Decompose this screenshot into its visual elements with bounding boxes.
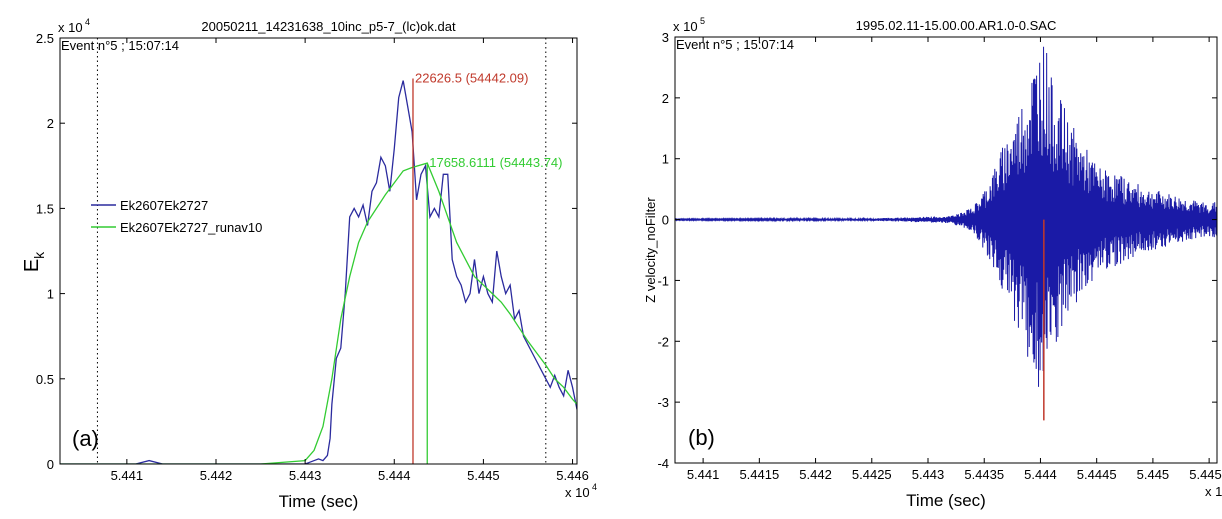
y-tick-label: -3 (657, 395, 669, 410)
x-tick-label: 5.4435 (964, 467, 1004, 482)
x-tick-label: 5.442 (799, 467, 832, 482)
x-tick-label: 5.441 (687, 467, 720, 482)
chart-title: 20050211_14231638_10inc_p5-7_(lc)ok.dat (201, 19, 456, 34)
legend-entry-1: Ek2607Ek2727_runav10 (120, 220, 262, 235)
x-axis-label: Time (sec) (906, 491, 986, 510)
x-tick-label: 5.4425 (852, 467, 892, 482)
y-multiplier: x 10 (58, 20, 83, 35)
axes-box (59, 37, 578, 465)
chart-a: 22626.5 (54442.09) 17658.6111 (54443.74) 5… (21, 17, 597, 511)
y-multiplier-exp: 5 (700, 16, 705, 26)
y-tick-label: 0.5 (36, 372, 54, 387)
x-tick-label: 5.444 (1024, 467, 1057, 482)
y-tick-label: 0 (662, 213, 669, 228)
event-label: Event n°5 ; 15:07:14 (61, 38, 179, 53)
x-tick-label: 5.443 (912, 467, 945, 482)
y-axis-label-sub: k (31, 251, 47, 259)
x-tick-label: 5.444 (378, 468, 411, 483)
panel-label: (a) (72, 426, 99, 451)
y-axis-label: Z velocity_noFilter (643, 197, 658, 303)
y-tick-label: 2 (662, 91, 669, 106)
series-line-waveform (675, 46, 1217, 387)
x-tick-label: 5.4415 (739, 467, 779, 482)
peak-label-0: 22626.5 (54442.09) (415, 70, 528, 85)
y-multiplier-exp: 4 (85, 17, 90, 27)
y-tick-label: 1 (662, 152, 669, 167)
axes-box (674, 36, 1218, 464)
x-axis-label: Time (sec) (279, 492, 359, 511)
y-tick-label: -4 (657, 456, 669, 471)
peak-label-1: 17658.6111 (54443.74) (429, 155, 562, 170)
y-tick-label: 0 (47, 457, 54, 472)
y-axis-label: Ek (21, 251, 47, 272)
y-tick-label: -2 (657, 334, 669, 349)
x-tick-label: 5.445 (1137, 467, 1170, 482)
y-axis-label-main: E (21, 259, 43, 272)
legend: Ek2607Ek2727 Ek2607Ek2727_runav10 (91, 198, 262, 235)
x-tick-label: 5.446 (556, 468, 589, 483)
y-tick-label: 1 (47, 287, 54, 302)
x-multiplier-exp: 4 (592, 482, 597, 492)
event-label: Event n°5 ; 15:07:14 (676, 37, 794, 52)
plot-area (60, 38, 577, 464)
x-multiplier: x 10 (565, 485, 590, 500)
x-tick-label: 5.445 (467, 468, 500, 483)
y-tick-label: -1 (657, 273, 669, 288)
legend-entry-0: Ek2607Ek2727 (120, 198, 208, 213)
x-tick-label: 5.442 (200, 468, 233, 483)
x-tick-label: 5.4445 (1077, 467, 1117, 482)
y-tick-label: 2 (47, 116, 54, 131)
series-line-0 (60, 80, 577, 464)
panel-label: (b) (688, 425, 715, 450)
y-tick-label: 1.5 (36, 201, 54, 216)
series-line-1 (60, 162, 577, 464)
plot-area (675, 46, 1217, 421)
y-tick-label: 3 (662, 30, 669, 45)
y-tick-label: 2.5 (36, 31, 54, 46)
x-multiplier: x 10 (1205, 484, 1222, 499)
x-tick-label: 5.441 (111, 468, 144, 483)
x-tick-label: 5.443 (289, 468, 322, 483)
y-multiplier: x 10 (673, 19, 698, 34)
chart-b: 5.441 5.4415 5.442 5.4425 5.443 5.4435 5.444 5.… (643, 16, 1222, 510)
chart-title: 1995.02.11-15.00.00.AR1.0-0.SAC (856, 18, 1057, 33)
